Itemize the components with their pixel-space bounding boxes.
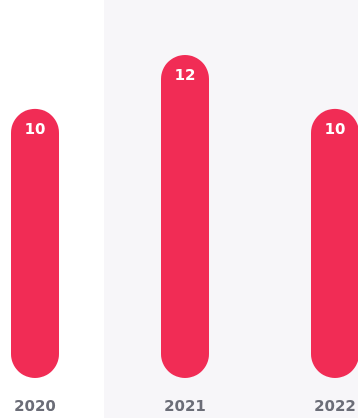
category-label-2022: 2022 <box>314 397 356 415</box>
category-labels-group: 2020 2021 2022 <box>14 397 356 415</box>
bar-2022 <box>311 108 358 378</box>
value-label-2021: 12 <box>175 66 196 84</box>
bars-group <box>11 55 358 378</box>
value-label-2022: 10 <box>325 120 346 138</box>
bar-2020 <box>11 108 59 378</box>
category-label-2020: 2020 <box>14 397 56 415</box>
bar-2021 <box>161 55 209 378</box>
value-label-2020: 10 <box>25 120 46 138</box>
category-label-2021: 2021 <box>164 397 206 415</box>
value-labels-group: 10 12 10 <box>25 66 346 138</box>
